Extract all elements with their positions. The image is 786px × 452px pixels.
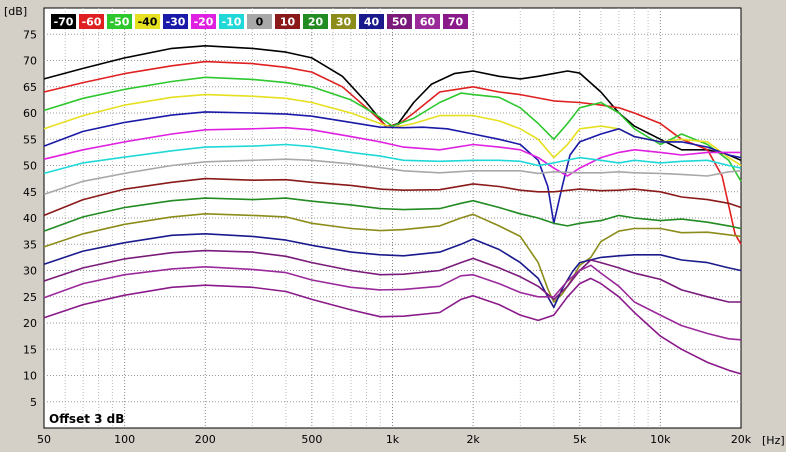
legend-label: 0 bbox=[256, 16, 264, 29]
legend-label: -40 bbox=[138, 16, 158, 29]
series-line-20 bbox=[43, 197, 742, 232]
legend-label: 20 bbox=[308, 16, 324, 29]
series-line-0 bbox=[43, 158, 742, 196]
x-tick-label: 1k bbox=[386, 433, 400, 446]
y-tick-label: 15 bbox=[23, 343, 37, 356]
series-line-50 bbox=[43, 249, 741, 303]
legend-swatch bbox=[51, 14, 76, 29]
y-tick-label: 35 bbox=[23, 238, 37, 251]
y-unit-label: [dB] bbox=[4, 5, 27, 18]
legend-label: 30 bbox=[336, 16, 352, 29]
y-tick-label: 45 bbox=[23, 186, 37, 199]
legend-label: 70 bbox=[448, 16, 464, 29]
series-line-10 bbox=[43, 177, 742, 217]
legend-swatch bbox=[135, 14, 160, 29]
legend-swatch bbox=[303, 14, 328, 29]
series-line-30 bbox=[43, 213, 742, 303]
x-tick-label: 20k bbox=[731, 433, 752, 446]
y-tick-labels: 5 10 15 20 25 30 35 40 45 50 55 60 65 70 75 bbox=[23, 28, 37, 409]
x-tick-label: 50 bbox=[37, 433, 51, 446]
legend-label: -30 bbox=[166, 16, 186, 29]
legend-label: -50 bbox=[110, 16, 130, 29]
legend-label: -60 bbox=[82, 16, 102, 29]
legend-swatch bbox=[387, 14, 412, 29]
series-line-60 bbox=[43, 264, 742, 341]
legend-label: -20 bbox=[194, 16, 214, 29]
legend-label: 40 bbox=[364, 16, 380, 29]
legend-swatch bbox=[191, 14, 216, 29]
legend-swatch bbox=[275, 14, 300, 29]
x-tick-label: 10k bbox=[650, 433, 671, 446]
y-tick-label: 20 bbox=[23, 317, 37, 330]
legend: -70 -60 -50 -40 -30 -20 -10 0 10 20 30 40 50 60 70 bbox=[51, 14, 468, 29]
y-tick-label: 65 bbox=[23, 81, 37, 94]
y-tick-label: 50 bbox=[23, 160, 37, 173]
x-tick-label: 5k bbox=[573, 433, 587, 446]
offset-annotation: Offset 3 dB bbox=[49, 412, 124, 426]
x-unit-label: [Hz] bbox=[762, 434, 785, 447]
legend-label: 10 bbox=[280, 16, 296, 29]
y-tick-label: 10 bbox=[23, 370, 37, 383]
y-tick-label: 55 bbox=[23, 133, 37, 146]
legend-swatch bbox=[219, 14, 244, 29]
y-tick-label: 40 bbox=[23, 212, 37, 225]
legend-label: -70 bbox=[54, 16, 74, 29]
series-lines bbox=[43, 45, 742, 375]
x-tick-labels: 50 100 200 500 1k 2k 5k 10k 20k bbox=[37, 433, 752, 446]
legend-label: 50 bbox=[392, 16, 408, 29]
x-tick-label: 2k bbox=[466, 433, 480, 446]
legend-swatch bbox=[247, 14, 272, 29]
legend-swatch bbox=[359, 14, 384, 29]
y-tick-label: 25 bbox=[23, 291, 37, 304]
x-tick-label: 200 bbox=[195, 433, 216, 446]
legend-swatch bbox=[79, 14, 104, 29]
legend-swatch bbox=[107, 14, 132, 29]
legend-swatch bbox=[163, 14, 188, 29]
legend-label: 60 bbox=[420, 16, 436, 29]
legend-swatch bbox=[331, 14, 356, 29]
grid bbox=[44, 8, 741, 428]
legend-label: -10 bbox=[222, 16, 242, 29]
y-tick-label: 30 bbox=[23, 265, 37, 278]
series-line-minus20 bbox=[43, 126, 741, 177]
series-line-minus60 bbox=[43, 60, 742, 245]
legend-swatch bbox=[443, 14, 468, 29]
x-tick-label: 100 bbox=[114, 433, 135, 446]
series-line-minus10 bbox=[43, 143, 742, 175]
series-line-40 bbox=[43, 233, 742, 309]
y-tick-label: 60 bbox=[23, 107, 37, 120]
x-tick-label: 500 bbox=[301, 433, 322, 446]
series-line-70 bbox=[43, 277, 742, 375]
series-line-minus30 bbox=[43, 111, 742, 225]
legend-swatch bbox=[415, 14, 440, 29]
y-tick-label: 70 bbox=[23, 55, 37, 68]
series-line-minus50 bbox=[43, 76, 742, 182]
series-line-minus70 bbox=[43, 45, 742, 162]
y-tick-label: 75 bbox=[23, 28, 37, 41]
y-tick-label: 5 bbox=[30, 396, 37, 409]
